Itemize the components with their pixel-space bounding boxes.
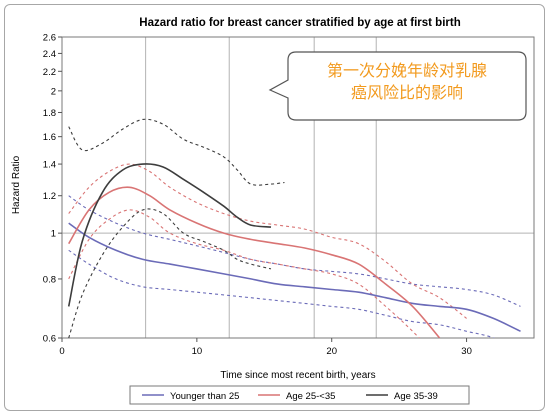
y-tick-label: 2.2 [43,67,56,78]
age-35-39-line [67,163,272,307]
x-axis-label: Time since most recent birth, years [220,370,375,381]
legend-label: Age 35-39 [394,391,438,402]
younger-than-25-line [68,222,521,333]
younger-than-25-ci-lower [68,249,495,338]
chart-title: Hazard ratio for breast cancer stratifie… [139,17,460,29]
y-tick-label: 1.2 [43,191,56,202]
x-tick-label: 20 [326,346,337,357]
age-25-35-ci-lower [68,209,420,338]
callout-bubble [268,51,527,121]
legend-label: Younger than 25 [170,391,239,402]
y-axis-label: Hazard Ratio [11,155,22,214]
x-tick-label: 30 [461,346,472,357]
age-35-39-ci-upper [68,118,285,186]
annotation-callout: 第一次分娩年龄对乳腺 癌风险比的影响 [282,60,532,104]
plot-area-border [61,36,535,339]
y-tick-label: 1.6 [43,132,56,143]
y-tick-label: 1.4 [43,160,56,171]
y-tick-label: 0.8 [43,274,56,285]
younger-than-25-ci-upper [68,195,521,307]
legend-box [129,385,470,405]
age-25-35-ci-upper [68,163,467,319]
callout-line-1: 第一次分娩年龄对乳腺 [326,61,487,80]
y-tick-label: 2 [51,86,56,97]
age-35-39-ci-lower [68,208,272,338]
y-tick-label: 0.6 [43,334,56,345]
age-25-35-line [68,186,441,338]
x-tick-label: 10 [192,346,203,357]
y-tick-label: 1.8 [43,108,56,119]
y-tick-label: 1 [51,229,56,240]
legend-label: Age 25-<35 [286,391,335,402]
y-tick-label: 2.4 [43,49,56,60]
callout-line-2: 癌风险比的影响 [350,83,463,102]
x-tick-label: 0 [59,346,64,357]
y-tick-label: 2.6 [43,33,56,44]
